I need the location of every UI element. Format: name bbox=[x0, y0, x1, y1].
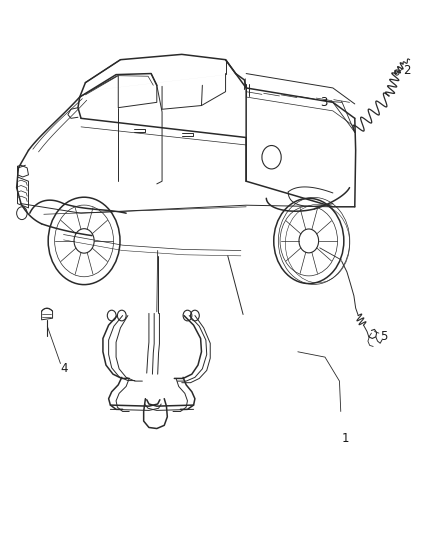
Text: 1: 1 bbox=[342, 432, 349, 445]
Text: 5: 5 bbox=[380, 330, 388, 343]
Text: 3: 3 bbox=[320, 96, 328, 109]
Text: 2: 2 bbox=[403, 64, 410, 77]
Text: 4: 4 bbox=[60, 362, 68, 375]
